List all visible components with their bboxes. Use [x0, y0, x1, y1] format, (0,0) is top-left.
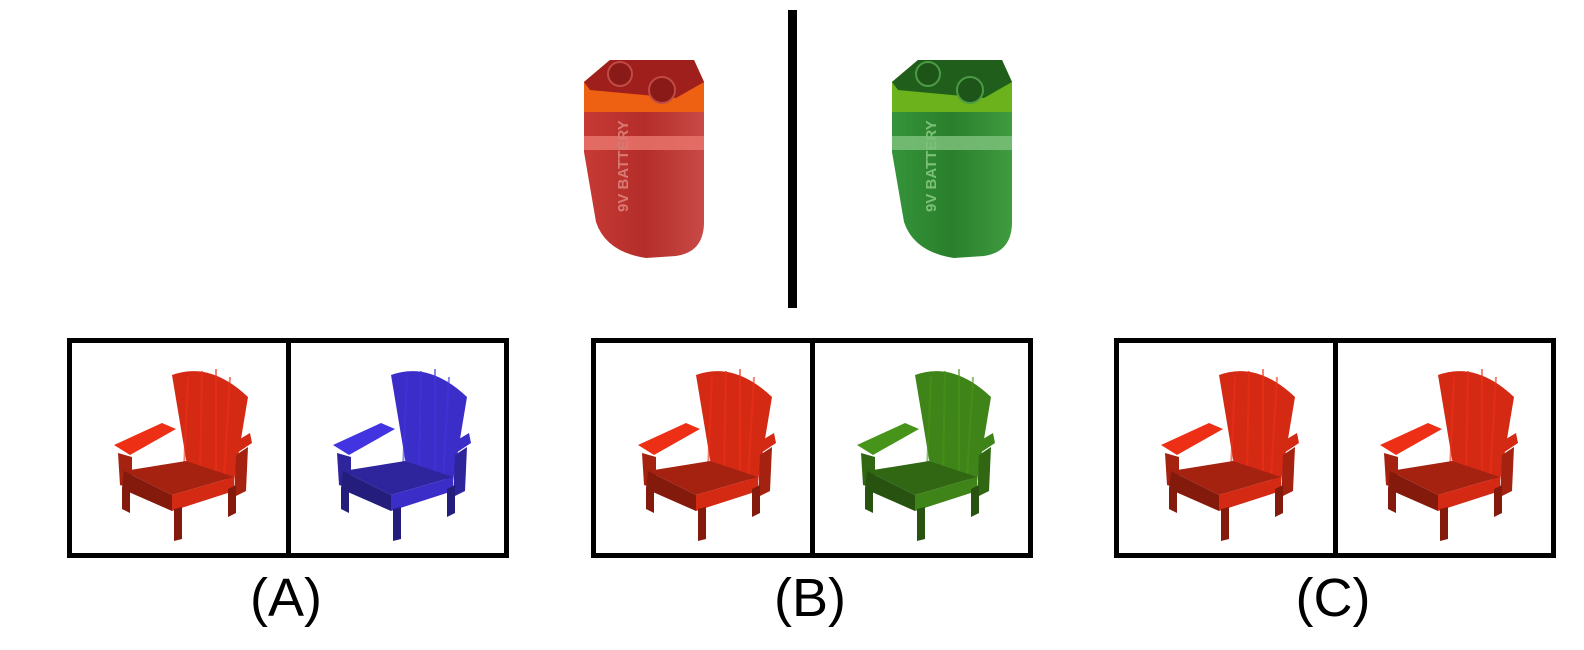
option-a-box[interactable]	[67, 338, 509, 558]
battery-image-green: 9V BATTERY	[892, 60, 1012, 258]
chair-image	[638, 369, 776, 541]
chair-image	[332, 369, 471, 541]
chair-image	[114, 369, 252, 541]
battery-label-green: 9V BATTERY	[923, 120, 940, 212]
option-a-label[interactable]: (A)	[250, 568, 322, 628]
option-c-label[interactable]: (C)	[1295, 568, 1371, 628]
chair-image	[856, 369, 995, 541]
chair-image	[1379, 369, 1518, 541]
option-c-right-cell	[1332, 343, 1552, 553]
chair-image	[1161, 369, 1299, 541]
battery-image-red: 9V BATTERY	[584, 60, 704, 258]
option-c-left-cell	[1119, 343, 1333, 553]
option-b-label[interactable]: (B)	[774, 568, 846, 628]
option-c-box[interactable]	[1114, 338, 1556, 558]
option-a-right-cell	[285, 343, 505, 553]
option-b-box[interactable]	[591, 338, 1033, 558]
battery-label-red: 9V BATTERY	[615, 120, 632, 212]
option-b-left-cell	[596, 343, 810, 553]
option-b-right-cell	[809, 343, 1029, 553]
option-a-left-cell	[72, 343, 286, 553]
reference-divider	[788, 10, 797, 308]
